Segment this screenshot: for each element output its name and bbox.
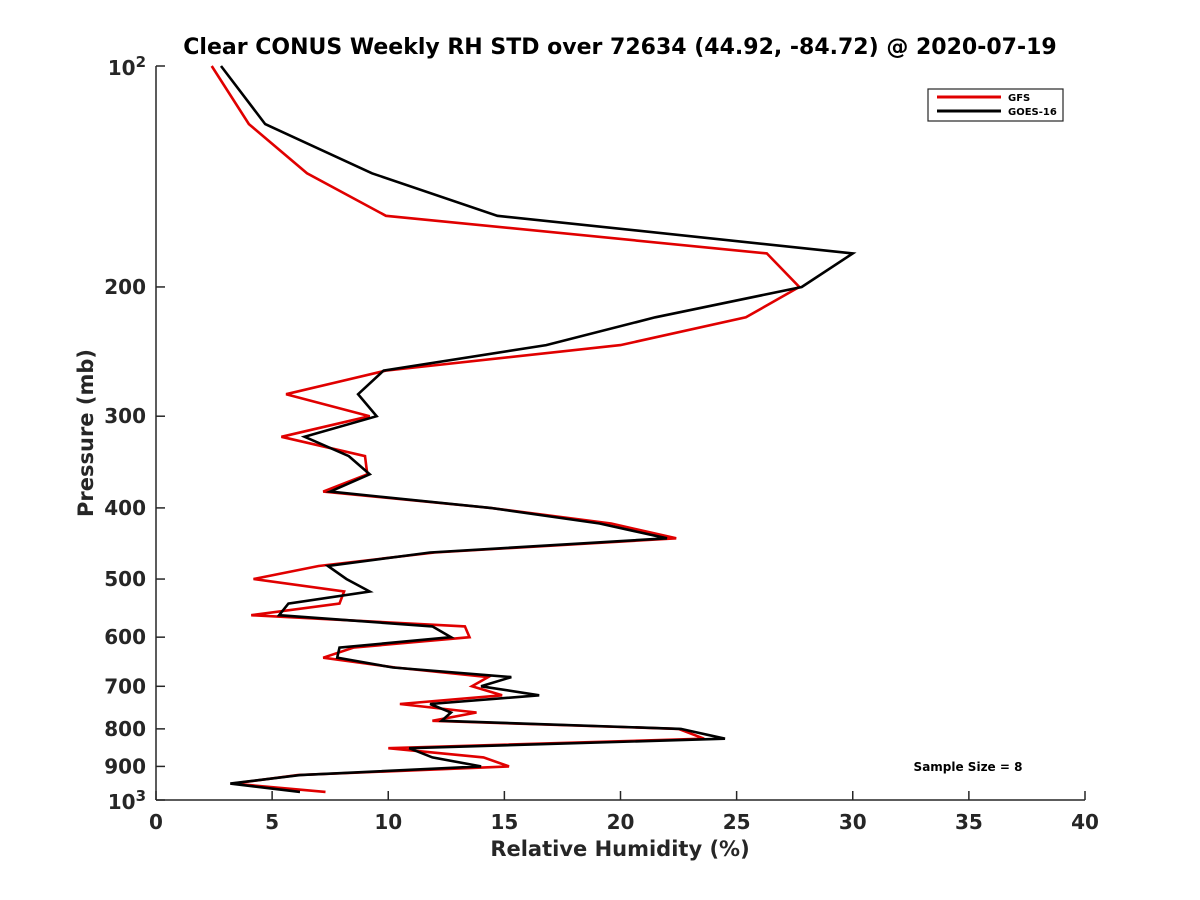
x-tick-label: 5	[265, 810, 279, 834]
y-tick-label: 300	[104, 404, 146, 428]
y-tick-label: 900	[104, 754, 146, 778]
series-line-gfs	[210, 65, 802, 794]
y-tick-label: 400	[104, 496, 146, 520]
legend-box	[927, 88, 1064, 122]
chart-title: Clear CONUS Weekly RH STD over 72634 (44…	[183, 35, 1056, 60]
y-tick-label: 102	[108, 53, 146, 80]
legend: GFS GOES-16	[927, 88, 1064, 122]
x-tick-label: 25	[723, 810, 751, 834]
x-tick-label: 35	[955, 810, 983, 834]
y-tick-label: 800	[104, 717, 146, 741]
x-tick-label: 30	[839, 810, 867, 834]
x-tick-label: 10	[374, 810, 402, 834]
sample-size-annotation: Sample Size = 8	[914, 760, 1023, 774]
y-axis-label: Pressure (mb)	[74, 349, 98, 517]
y-tick-label: 700	[104, 674, 146, 698]
series-line-goes16	[219, 65, 857, 794]
legend-label-goes16: GOES-16	[1008, 107, 1057, 118]
legend-label-gfs: GFS	[1008, 93, 1030, 104]
x-tick-label: 0	[149, 810, 163, 834]
x-tick-label: 20	[607, 810, 635, 834]
series-layer	[210, 65, 857, 794]
x-tick-label: 15	[490, 810, 518, 834]
y-tick-label: 200	[104, 275, 146, 299]
y-tick-label: 500	[104, 567, 146, 591]
x-tick-label: 40	[1071, 810, 1099, 834]
axes: 0 5 10 15 20 25 30 35 40 102 200 300 400 500 600 700 800…	[104, 53, 1099, 834]
y-tick-label: 103	[108, 787, 146, 814]
y-tick-label: 600	[104, 625, 146, 649]
x-axis-label: Relative Humidity (%)	[490, 837, 749, 861]
